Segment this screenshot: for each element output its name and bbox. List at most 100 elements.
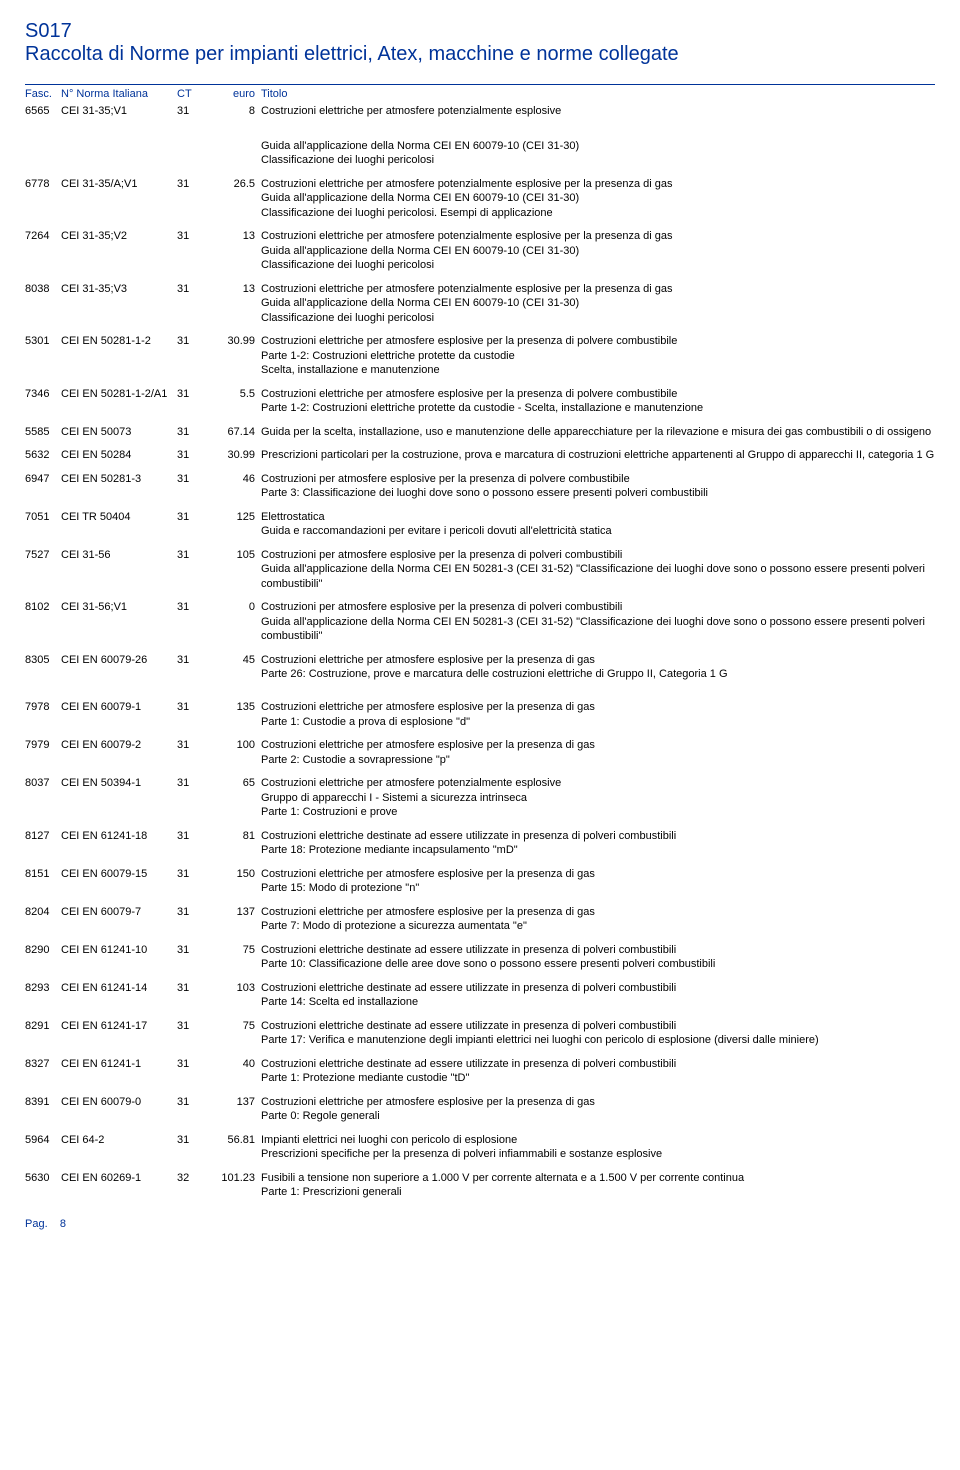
cell-fasc: 6565 <box>25 104 61 168</box>
cell-ct: 31 <box>177 653 205 682</box>
cell-euro: 13 <box>205 282 261 326</box>
titolo-extra: Parte 3: Classificazione dei luoghi dove… <box>261 486 935 501</box>
table-row: 7527CEI 31-5631105Costruzioni per atmosf… <box>25 548 935 592</box>
cell-fasc: 8327 <box>25 1057 61 1086</box>
cell-titolo: ElettrostaticaGuida e raccomandazioni pe… <box>261 510 935 539</box>
cell-titolo: Costruzioni per atmosfere esplosive per … <box>261 548 935 592</box>
titolo-extra: Guida all'applicazione della Norma CEI E… <box>261 191 935 206</box>
titolo-extra: Classificazione dei luoghi pericolosi <box>261 311 935 326</box>
table-row: 5301CEI EN 50281-1-23130.99Costruzioni e… <box>25 334 935 378</box>
cell-titolo: Prescrizioni particolari per la costruzi… <box>261 448 935 463</box>
titolo-main: Costruzioni elettriche destinate ad esse… <box>261 830 676 842</box>
table-row: 5964CEI 64-23156.81Impianti elettrici ne… <box>25 1133 935 1162</box>
table-row: 8102CEI 31-56;V1310Costruzioni per atmos… <box>25 600 935 644</box>
cell-ct: 31 <box>177 1057 205 1086</box>
cell-euro: 67.14 <box>205 425 261 440</box>
titolo-main: Costruzioni elettriche per atmosfere pot… <box>261 230 673 242</box>
titolo-main: Costruzioni elettriche per atmosfere esp… <box>261 654 595 666</box>
cell-titolo: Costruzioni per atmosfere esplosive per … <box>261 600 935 644</box>
table-row: 8127CEI EN 61241-183181Costruzioni elett… <box>25 829 935 858</box>
table-row: 5585CEI EN 500733167.14Guida per la scel… <box>25 425 935 440</box>
titolo-extra: Guida all'applicazione della Norma CEI E… <box>261 244 935 259</box>
cell-euro: 81 <box>205 829 261 858</box>
cell-fasc: 8305 <box>25 653 61 682</box>
cell-titolo: Costruzioni elettriche per atmosfere esp… <box>261 334 935 378</box>
cell-euro: 103 <box>205 981 261 1010</box>
cell-norma: CEI EN 60079-1 <box>61 700 177 729</box>
cell-ct: 31 <box>177 600 205 644</box>
titolo-main: Costruzioni elettriche per atmosfere pot… <box>261 777 561 789</box>
table-row: 6565CEI 31-35;V1318Costruzioni elettrich… <box>25 104 935 168</box>
cell-euro: 150 <box>205 867 261 896</box>
cell-euro: 13 <box>205 229 261 273</box>
table-header: Fasc. N° Norma Italiana CT euro Titolo <box>25 84 935 100</box>
cell-euro: 125 <box>205 510 261 539</box>
titolo-extra: Parte 7: Modo di protezione a sicurezza … <box>261 919 935 934</box>
cell-fasc: 8127 <box>25 829 61 858</box>
titolo-extra: Parte 18: Protezione mediante incapsulam… <box>261 843 935 858</box>
cell-titolo: Costruzioni elettriche per atmosfere pot… <box>261 104 935 168</box>
cell-ct: 31 <box>177 548 205 592</box>
titolo-main: Costruzioni per atmosfere esplosive per … <box>261 549 622 561</box>
cell-fasc: 8204 <box>25 905 61 934</box>
cell-titolo: Costruzioni elettriche destinate ad esse… <box>261 829 935 858</box>
cell-euro: 100 <box>205 738 261 767</box>
titolo-extra: Prescrizioni specifiche per la presenza … <box>261 1147 935 1162</box>
cell-euro: 101.23 <box>205 1171 261 1200</box>
titolo-main: Impianti elettrici nei luoghi con perico… <box>261 1134 517 1146</box>
titolo-main: Costruzioni elettriche per atmosfere pot… <box>261 105 561 117</box>
cell-ct: 31 <box>177 510 205 539</box>
table-row: 6778CEI 31-35/A;V13126.5Costruzioni elet… <box>25 177 935 221</box>
cell-ct: 31 <box>177 700 205 729</box>
cell-norma: CEI 64-2 <box>61 1133 177 1162</box>
cell-norma: CEI EN 61241-14 <box>61 981 177 1010</box>
titolo-main: Fusibili a tensione non superiore a 1.00… <box>261 1172 744 1184</box>
cell-ct: 31 <box>177 867 205 896</box>
doc-code: S017 <box>25 20 935 43</box>
cell-fasc: 8290 <box>25 943 61 972</box>
cell-norma: CEI 31-35;V1 <box>61 104 177 168</box>
table-row: 8151CEI EN 60079-1531150Costruzioni elet… <box>25 867 935 896</box>
cell-norma: CEI 31-56 <box>61 548 177 592</box>
cell-ct: 31 <box>177 472 205 501</box>
cell-titolo: Costruzioni elettriche per atmosfere esp… <box>261 653 935 682</box>
titolo-extra: Guida all'applicazione della Norma CEI E… <box>261 615 935 644</box>
titolo-main: Costruzioni elettriche destinate ad esse… <box>261 982 676 994</box>
table-row: 5630CEI EN 60269-132101.23Fusibili a ten… <box>25 1171 935 1200</box>
titolo-main: Costruzioni elettriche per atmosfere esp… <box>261 388 677 400</box>
cell-norma: CEI EN 60079-15 <box>61 867 177 896</box>
cell-norma: CEI 31-35;V2 <box>61 229 177 273</box>
table-row: 7978CEI EN 60079-131135Costruzioni elett… <box>25 700 935 729</box>
cell-fasc: 5632 <box>25 448 61 463</box>
titolo-main: Costruzioni per atmosfere esplosive per … <box>261 473 630 485</box>
cell-fasc: 8293 <box>25 981 61 1010</box>
cell-euro: 75 <box>205 943 261 972</box>
cell-euro: 40 <box>205 1057 261 1086</box>
cell-ct: 31 <box>177 776 205 820</box>
cell-ct: 31 <box>177 981 205 1010</box>
cell-titolo: Costruzioni elettriche destinate ad esse… <box>261 981 935 1010</box>
titolo-main: Costruzioni elettriche destinate ad esse… <box>261 1020 676 1032</box>
cell-norma: CEI EN 50394-1 <box>61 776 177 820</box>
titolo-main: Costruzioni elettriche per atmosfere esp… <box>261 739 595 751</box>
titolo-extra: Parte 26: Costruzione, prove e marcatura… <box>261 667 935 682</box>
cell-titolo: Costruzioni elettriche per atmosfere esp… <box>261 700 935 729</box>
cell-norma: CEI EN 60079-7 <box>61 905 177 934</box>
cell-ct: 31 <box>177 905 205 934</box>
titolo-extra: Scelta, installazione e manutenzione <box>261 363 935 378</box>
cell-titolo: Costruzioni per atmosfere esplosive per … <box>261 472 935 501</box>
cell-norma: CEI 31-56;V1 <box>61 600 177 644</box>
cell-titolo: Costruzioni elettriche per atmosfere pot… <box>261 177 935 221</box>
cell-euro: 8 <box>205 104 261 168</box>
titolo-extra: Guida all'applicazione della Norma CEI E… <box>261 139 935 154</box>
titolo-extra: Classificazione dei luoghi pericolosi <box>261 153 935 168</box>
cell-fasc: 8391 <box>25 1095 61 1124</box>
titolo-extra: Parte 2: Custodie a sovrapressione "p" <box>261 753 935 768</box>
cell-ct: 31 <box>177 282 205 326</box>
table-row: 7979CEI EN 60079-231100Costruzioni elett… <box>25 738 935 767</box>
header-titolo: Titolo <box>261 88 935 100</box>
cell-ct: 31 <box>177 104 205 168</box>
titolo-extra: Guida all'applicazione della Norma CEI E… <box>261 562 935 591</box>
cell-ct: 31 <box>177 1133 205 1162</box>
cell-ct: 31 <box>177 177 205 221</box>
